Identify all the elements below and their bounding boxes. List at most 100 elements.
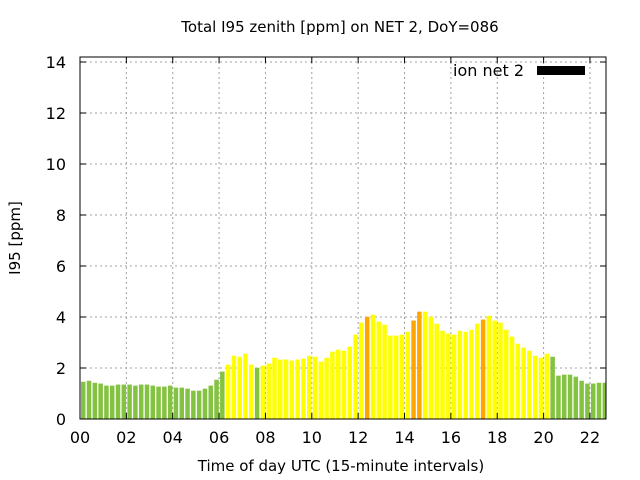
bar — [370, 314, 376, 419]
bar — [521, 347, 526, 419]
bar — [301, 358, 306, 419]
bar — [550, 356, 555, 419]
grid-lines — [80, 57, 606, 419]
bar — [104, 385, 109, 419]
bar — [127, 384, 132, 419]
bars — [81, 311, 606, 419]
bar — [225, 364, 231, 419]
bar — [283, 359, 289, 419]
bar — [295, 359, 300, 419]
bar — [324, 357, 329, 419]
bar — [307, 355, 312, 419]
bar — [509, 336, 515, 419]
bar — [260, 365, 266, 419]
bar — [208, 385, 213, 419]
chart-title: Total I95 zenith [ppm] on NET 2, DoY=086 — [180, 18, 498, 36]
bar — [330, 351, 335, 419]
legend-swatch — [537, 66, 585, 75]
bar — [428, 316, 434, 419]
bar — [446, 333, 451, 419]
bar — [457, 330, 463, 419]
x-axis-label: Time of day UTC (15-minute intervals) — [197, 457, 484, 475]
bar — [567, 374, 573, 419]
bar — [109, 385, 115, 419]
bar — [231, 355, 237, 419]
y-tick-label: 14 — [46, 53, 66, 72]
bar — [440, 330, 445, 419]
bar — [162, 386, 167, 419]
bar — [254, 367, 260, 419]
bar — [515, 343, 521, 419]
bar — [92, 382, 98, 419]
bar — [341, 350, 347, 419]
y-ticks: 0 2 4 6 8 10 12 14 — [46, 53, 606, 429]
bar — [573, 376, 579, 419]
bar — [144, 384, 150, 419]
bar — [602, 382, 606, 419]
bar — [220, 371, 225, 419]
bar — [191, 390, 196, 419]
bar — [179, 387, 185, 419]
legend-label: ion net 2 — [453, 61, 524, 80]
bar — [417, 311, 422, 419]
y-tick-label: 12 — [46, 104, 66, 123]
plot-frame — [79, 56, 607, 420]
bar — [173, 387, 179, 419]
bar — [167, 385, 173, 419]
legend: ion net 2 — [453, 61, 585, 80]
bar — [585, 383, 590, 419]
bar — [121, 384, 127, 419]
bar — [405, 331, 411, 419]
bar — [359, 322, 364, 419]
bar — [237, 356, 242, 419]
y-axis-label: I95 [ppm] — [6, 201, 24, 275]
bar — [318, 361, 324, 419]
x-tick-label: 08 — [255, 428, 275, 447]
x-tick-label: 14 — [394, 428, 414, 447]
y-tick-label: 6 — [56, 257, 66, 276]
bar — [272, 357, 277, 419]
bar — [81, 381, 86, 419]
bar — [249, 364, 254, 419]
bar — [475, 323, 480, 419]
bar — [393, 335, 399, 419]
bar — [156, 386, 161, 419]
bar — [196, 390, 202, 419]
bar — [596, 382, 602, 419]
bar — [498, 322, 503, 419]
x-tick-label: 10 — [302, 428, 322, 447]
bar — [469, 329, 474, 419]
bar — [590, 383, 596, 419]
bar — [364, 316, 370, 419]
x-tick-label: 16 — [441, 428, 461, 447]
bar — [214, 379, 219, 419]
bar — [480, 319, 486, 419]
bar — [451, 334, 457, 419]
y-tick-label: 2 — [56, 359, 66, 378]
bar — [463, 331, 468, 419]
bar — [353, 334, 358, 419]
bar — [150, 385, 156, 419]
bar — [556, 375, 561, 419]
x-tick-label: 06 — [209, 428, 229, 447]
bar — [388, 335, 393, 419]
x-tick-label: 18 — [487, 428, 507, 447]
bar — [202, 388, 208, 419]
bar — [138, 384, 144, 419]
bar — [422, 311, 428, 419]
bar — [185, 388, 190, 419]
bar — [347, 346, 353, 419]
bar — [538, 357, 544, 419]
bar — [335, 349, 341, 419]
y-tick-label: 0 — [56, 410, 66, 429]
bar — [579, 380, 584, 419]
bar — [98, 383, 103, 419]
x-ticks: 00 02 04 06 08 10 12 14 16 18 20 22 — [70, 57, 600, 447]
bar — [243, 353, 248, 419]
y-tick-label: 10 — [46, 155, 66, 174]
bar — [312, 356, 318, 419]
bar — [533, 355, 538, 419]
bar — [504, 329, 509, 419]
bar — [561, 374, 567, 419]
